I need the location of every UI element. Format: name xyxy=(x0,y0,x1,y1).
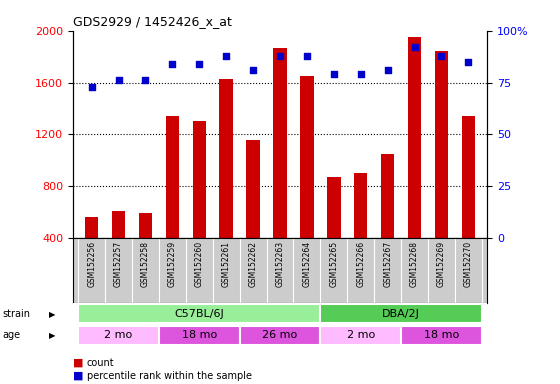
Text: ▶: ▶ xyxy=(49,331,56,340)
Bar xyxy=(139,213,152,290)
Text: 18 mo: 18 mo xyxy=(424,330,459,340)
Bar xyxy=(240,326,320,344)
Text: C57BL/6J: C57BL/6J xyxy=(174,309,224,319)
Text: GSM152268: GSM152268 xyxy=(410,242,419,287)
Point xyxy=(302,53,311,59)
Bar xyxy=(220,79,233,290)
Text: 2 mo: 2 mo xyxy=(347,330,375,340)
Text: GSM152258: GSM152258 xyxy=(141,242,150,287)
Text: strain: strain xyxy=(3,309,31,319)
Point xyxy=(329,71,338,77)
Bar xyxy=(85,217,99,290)
Point xyxy=(87,84,96,90)
Bar xyxy=(354,173,367,290)
Text: ▶: ▶ xyxy=(49,310,56,319)
Text: GSM152267: GSM152267 xyxy=(383,242,392,288)
Text: 2 mo: 2 mo xyxy=(104,330,133,340)
Bar xyxy=(320,326,401,344)
Point xyxy=(141,78,150,84)
Text: GSM152265: GSM152265 xyxy=(329,242,338,288)
Bar xyxy=(246,139,260,290)
Bar xyxy=(401,326,482,344)
Point xyxy=(356,71,365,77)
Text: GSM152261: GSM152261 xyxy=(222,242,231,287)
Text: GSM152264: GSM152264 xyxy=(302,242,311,288)
Bar xyxy=(435,51,448,290)
Point xyxy=(276,53,284,59)
Point xyxy=(464,59,473,65)
Text: GSM152262: GSM152262 xyxy=(249,242,258,287)
Bar xyxy=(381,154,394,290)
Bar xyxy=(159,326,240,344)
Point xyxy=(168,61,177,67)
Point xyxy=(383,67,392,73)
Bar xyxy=(193,121,206,290)
Bar xyxy=(112,211,125,290)
Text: GSM152266: GSM152266 xyxy=(356,242,365,288)
Text: GSM152269: GSM152269 xyxy=(437,242,446,288)
Text: DBA/2J: DBA/2J xyxy=(382,309,420,319)
Text: GSM152270: GSM152270 xyxy=(464,242,473,288)
Text: ■: ■ xyxy=(73,358,83,368)
Text: GSM152257: GSM152257 xyxy=(114,242,123,288)
Bar xyxy=(273,48,287,290)
Text: GSM152263: GSM152263 xyxy=(276,242,284,288)
Text: ■: ■ xyxy=(73,371,83,381)
Bar xyxy=(461,116,475,290)
Bar xyxy=(166,116,179,290)
Text: count: count xyxy=(87,358,114,368)
Point xyxy=(195,61,204,67)
Text: percentile rank within the sample: percentile rank within the sample xyxy=(87,371,252,381)
Text: GSM152256: GSM152256 xyxy=(87,242,96,288)
Point xyxy=(249,67,258,73)
Text: 18 mo: 18 mo xyxy=(181,330,217,340)
Bar xyxy=(78,326,159,344)
Text: age: age xyxy=(3,330,21,340)
Point xyxy=(410,44,419,50)
Text: GSM152260: GSM152260 xyxy=(195,242,204,288)
Point xyxy=(114,78,123,84)
Bar xyxy=(300,76,314,290)
Bar xyxy=(327,177,340,290)
Point xyxy=(437,53,446,59)
Bar xyxy=(320,305,482,323)
Point xyxy=(222,53,231,59)
Text: GDS2929 / 1452426_x_at: GDS2929 / 1452426_x_at xyxy=(73,15,232,28)
Text: GSM152259: GSM152259 xyxy=(168,242,177,288)
Bar xyxy=(78,305,320,323)
Text: 26 mo: 26 mo xyxy=(263,330,297,340)
Bar xyxy=(408,37,421,290)
